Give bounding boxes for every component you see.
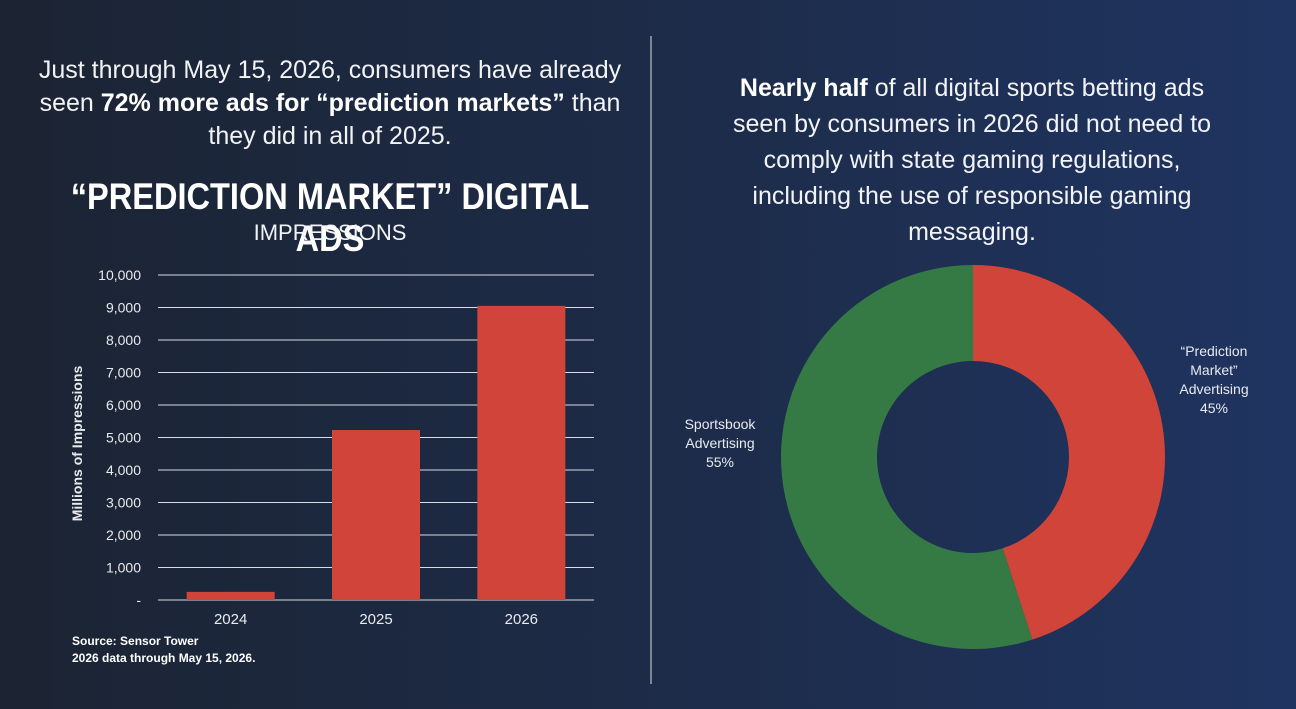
slice-label: Sportsbook Advertising 55% <box>685 416 757 470</box>
left-panel: Just through May 15, 2026, consumers hav… <box>20 54 640 667</box>
y-tick-label: 2,000 <box>106 527 141 543</box>
panel-divider <box>650 36 652 684</box>
x-tick-label: 2026 <box>505 611 538 628</box>
source-line-2: 2026 data through May 15, 2026. <box>72 651 256 665</box>
donut-slice <box>781 265 1033 649</box>
y-tick-label: 10,000 <box>98 267 141 283</box>
y-tick-label: 5,000 <box>106 430 141 446</box>
y-tick-label: 9,000 <box>106 300 141 316</box>
donut-slice <box>973 265 1165 640</box>
y-axis-label: Millions of Impressions <box>69 366 85 522</box>
bar <box>332 430 420 600</box>
right-statement: Nearly half of all digital sports bettin… <box>712 70 1232 250</box>
right-statement-bold: Nearly half <box>739 74 868 102</box>
y-tick-label: 4,000 <box>106 462 141 478</box>
headline-pre: Just through May 15, 2026, consumers hav… <box>38 56 622 117</box>
y-tick-label: 1,000 <box>106 560 141 576</box>
y-tick-label: 3,000 <box>106 495 141 511</box>
y-tick-label: - <box>136 592 141 608</box>
right-panel: Nearly half of all digital sports bettin… <box>652 0 1296 709</box>
slice-label: “Prediction Market” Advertising 45% <box>1179 343 1248 416</box>
y-tick-label: 8,000 <box>106 332 141 348</box>
bar-chart-subtitle: IMPRESSIONS <box>253 220 407 245</box>
y-tick-label: 6,000 <box>106 397 141 413</box>
headline-post: than they did in all of 2025. <box>208 89 621 150</box>
y-tick-label: 7,000 <box>106 365 141 381</box>
x-tick-label: 2024 <box>214 611 247 628</box>
right-statement-rest: of all digital sports betting ads seen b… <box>732 74 1212 246</box>
headline: Just through May 15, 2026, consumers hav… <box>20 54 640 153</box>
bar-chart: - 1,000 2,000 3,000 4,000 5,000 6,000 7,000 8,00… <box>69 267 594 628</box>
x-tick-label: 2025 <box>359 611 392 628</box>
donut-chart: “Prediction Market” Advertising 45% Sportsbo… <box>685 265 1249 649</box>
source-line-1: Source: Sensor Tower <box>72 634 199 648</box>
bar <box>186 591 275 600</box>
headline-bold: 72% more ads for “prediction markets” <box>100 89 565 117</box>
bar <box>477 305 566 600</box>
bar-chart-title: “PREDICTION MARKET” DIGITAL ADS <box>70 176 590 259</box>
source-note: Source: Sensor Tower 2026 data through M… <box>72 633 255 667</box>
